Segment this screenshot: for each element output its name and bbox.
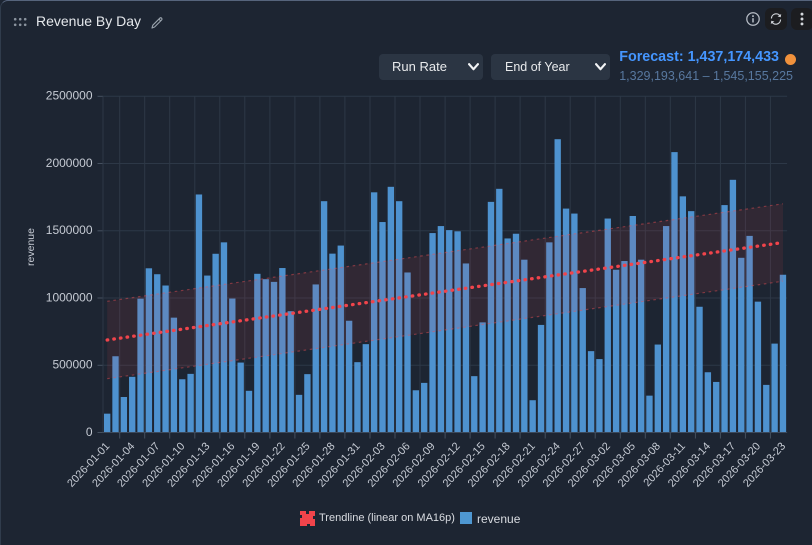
svg-text:revenue: revenue [25,228,37,266]
svg-text:0: 0 [86,425,93,439]
svg-text:1500000: 1500000 [46,223,93,237]
svg-text:2000000: 2000000 [46,156,93,170]
svg-text:500000: 500000 [52,358,92,372]
svg-text:1000000: 1000000 [46,290,93,304]
svg-text:2500000: 2500000 [46,89,93,103]
